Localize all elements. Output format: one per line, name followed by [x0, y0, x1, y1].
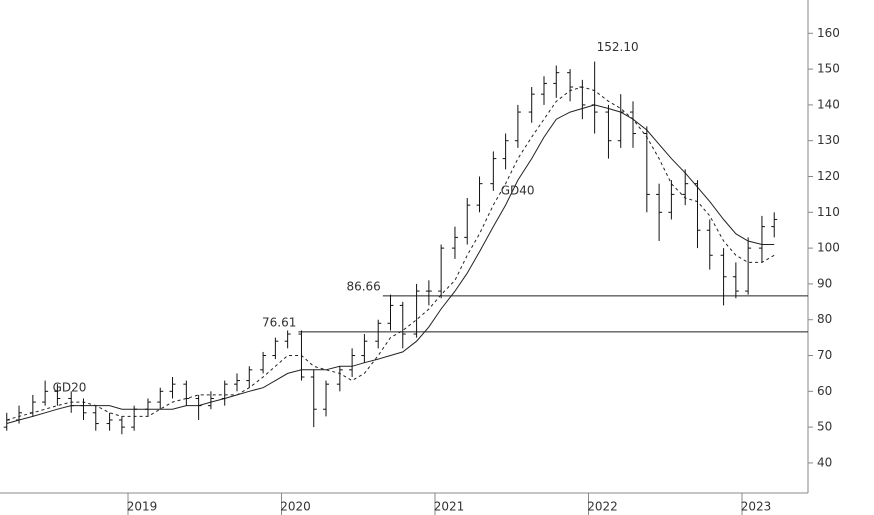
peak-label: 152.10: [597, 40, 639, 54]
y-tick-label: 100: [817, 241, 840, 255]
y-tick-label: 90: [817, 276, 832, 290]
y-tick-label: 140: [817, 97, 840, 111]
ma-line: [6, 104, 775, 424]
x-tick-label: 2022: [587, 500, 618, 514]
y-tick-label: 60: [817, 384, 832, 398]
y-tick-label: 130: [817, 133, 840, 147]
level-label: 86.66: [346, 279, 380, 293]
level-label: 76.61: [262, 315, 296, 329]
series-label: GD20: [53, 381, 87, 395]
x-tick-label: 2023: [741, 500, 772, 514]
y-tick-label: 50: [817, 420, 832, 434]
series-label: GD40: [501, 184, 535, 198]
y-tick-label: 40: [817, 455, 832, 469]
y-tick-label: 80: [817, 312, 832, 326]
ma-line: [6, 86, 775, 421]
x-tick-label: 2020: [280, 500, 311, 514]
y-tick-label: 120: [817, 169, 840, 183]
y-tick-label: 160: [817, 26, 840, 40]
x-tick-label: 2021: [434, 500, 465, 514]
y-tick-label: 110: [817, 205, 840, 219]
y-tick-label: 70: [817, 348, 832, 362]
y-tick-label: 150: [817, 62, 840, 76]
x-tick-label: 2019: [127, 500, 158, 514]
